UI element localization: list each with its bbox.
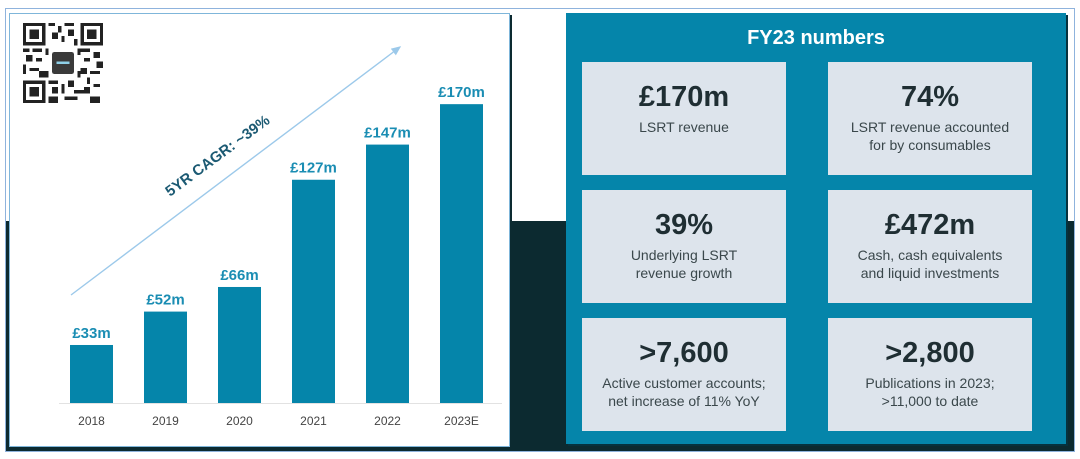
- data-label-2023E: £170m: [438, 84, 485, 101]
- x-tick-label-2022: 2022: [374, 414, 401, 428]
- metric-card-publications: >2,800 Publications in 2023; >11,000 to …: [828, 318, 1032, 431]
- metric-description-line: and liquid investments: [860, 265, 1000, 281]
- metric-card-customer-accounts: >7,600 Active customer accounts; net inc…: [582, 318, 786, 431]
- metric-card-cash: £472m Cash, cash equivalents and liquid …: [828, 190, 1032, 303]
- metric-value: 39%: [654, 209, 714, 241]
- metric-description-line: LSRT revenue accounted: [850, 119, 1010, 135]
- x-tick-label-2023E: 2023E: [444, 414, 479, 428]
- bar-2021: [292, 179, 335, 403]
- metric-card-lsrt-revenue: £170m LSRT revenue: [582, 62, 786, 175]
- x-tick-label-2021: 2021: [300, 414, 327, 428]
- metric-card-consumables-share: 74% LSRT revenue accounted for by consum…: [828, 62, 1032, 175]
- x-tick-label-2019: 2019: [152, 414, 179, 428]
- slide-frame: 5YR CAGR: ~39% £33m 2018 £52m 2019 £66m 2020 £1…: [5, 8, 1075, 452]
- metric-value: >7,600: [639, 337, 729, 369]
- metric-description-line: Underlying LSRT: [630, 247, 738, 263]
- metric-description-line: revenue growth: [635, 265, 733, 281]
- data-label-2020: £66m: [220, 267, 258, 284]
- qr-code-icon: [23, 23, 103, 103]
- cagr-annotation: 5YR CAGR: ~39%: [162, 112, 273, 200]
- revenue-bar-chart: 5YR CAGR: ~39% £33m 2018 £52m 2019 £66m 2020 £1…: [59, 46, 502, 428]
- metric-description-line: net increase of 11% YoY: [608, 393, 760, 409]
- metric-description-line: for by consumables: [869, 137, 991, 153]
- bar-2023E: [440, 104, 483, 403]
- metric-value: £472m: [884, 209, 976, 241]
- bar-2020: [218, 286, 261, 403]
- metric-value: £170m: [638, 81, 730, 113]
- data-label-2018: £33m: [72, 325, 110, 342]
- bar-2019: [144, 311, 187, 403]
- metric-description-line: LSRT revenue: [639, 119, 729, 135]
- metric-value: 74%: [900, 81, 960, 113]
- metric-card-revenue-growth: 39% Underlying LSRT revenue growth: [582, 190, 786, 303]
- bar-2018: [70, 344, 113, 403]
- fy23-numbers-panel: FY23 numbers £170m LSRT revenue 74% LSRT…: [566, 13, 1066, 444]
- bar-2022: [366, 144, 409, 403]
- data-label-2019: £52m: [146, 292, 184, 309]
- data-label-2022: £147m: [364, 125, 411, 142]
- cagr-trend-arrow: [70, 46, 402, 296]
- metric-description-line: >11,000 to date: [881, 393, 979, 409]
- metric-description-line: Publications in 2023;: [865, 375, 995, 391]
- x-tick-label-2020: 2020: [226, 414, 253, 428]
- x-tick-label-2018: 2018: [78, 414, 105, 428]
- metric-value: >2,800: [885, 337, 975, 369]
- metric-description-line: Cash, cash equivalents: [857, 247, 1003, 263]
- data-label-2021: £127m: [290, 160, 337, 177]
- revenue-chart-panel: 5YR CAGR: ~39% £33m 2018 £52m 2019 £66m 2020 £1…: [9, 13, 510, 447]
- metric-description-line: Active customer accounts;: [602, 375, 766, 391]
- panel-title: FY23 numbers: [747, 27, 885, 49]
